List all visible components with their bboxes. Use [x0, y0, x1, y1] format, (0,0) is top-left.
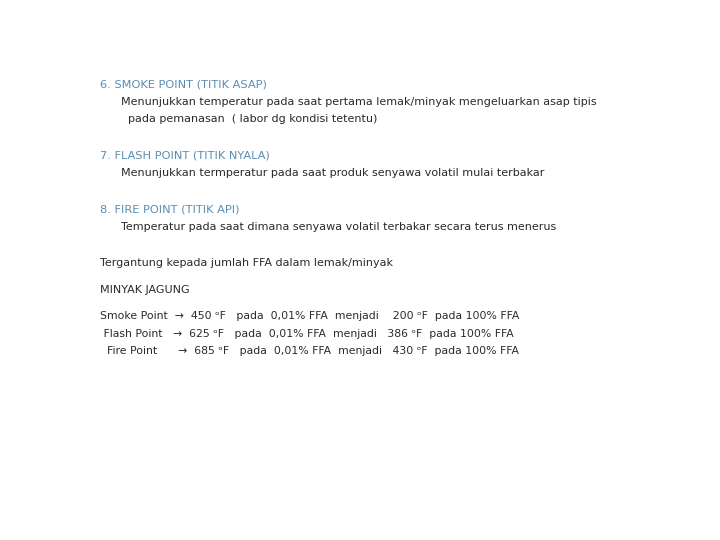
Text: Fire Point      →  685 ᵒF   pada  0,01% FFA  menjadi   430 ᵒF  pada 100% FFA: Fire Point → 685 ᵒF pada 0,01% FFA menja…	[100, 346, 519, 356]
Text: 7. FLASH POINT (TITIK NYALA): 7. FLASH POINT (TITIK NYALA)	[100, 151, 270, 160]
Text: MINYAK JAGUNG: MINYAK JAGUNG	[100, 285, 189, 294]
Text: Menunjukkan termperatur pada saat produk senyawa volatil mulai terbakar: Menunjukkan termperatur pada saat produk…	[121, 168, 544, 178]
Text: Smoke Point  →  450 ᵒF   pada  0,01% FFA  menjadi    200 ᵒF  pada 100% FFA: Smoke Point → 450 ᵒF pada 0,01% FFA menj…	[100, 312, 519, 321]
Text: Flash Point   →  625 ᵒF   pada  0,01% FFA  menjadi   386 ᵒF  pada 100% FFA: Flash Point → 625 ᵒF pada 0,01% FFA menj…	[100, 329, 514, 339]
Text: Tergantung kepada jumlah FFA dalam lemak/minyak: Tergantung kepada jumlah FFA dalam lemak…	[100, 258, 393, 268]
Text: Temperatur pada saat dimana senyawa volatil terbakar secara terus menerus: Temperatur pada saat dimana senyawa vola…	[121, 221, 556, 232]
Text: Menunjukkan temperatur pada saat pertama lemak/minyak mengeluarkan asap tipis: Menunjukkan temperatur pada saat pertama…	[121, 97, 596, 107]
Text: 8. FIRE POINT (TITIK API): 8. FIRE POINT (TITIK API)	[100, 204, 240, 214]
Text: 6. SMOKE POINT (TITIK ASAP): 6. SMOKE POINT (TITIK ASAP)	[100, 79, 267, 89]
Text: pada pemanasan  ( labor dg kondisi tetentu): pada pemanasan ( labor dg kondisi tetent…	[121, 114, 377, 124]
